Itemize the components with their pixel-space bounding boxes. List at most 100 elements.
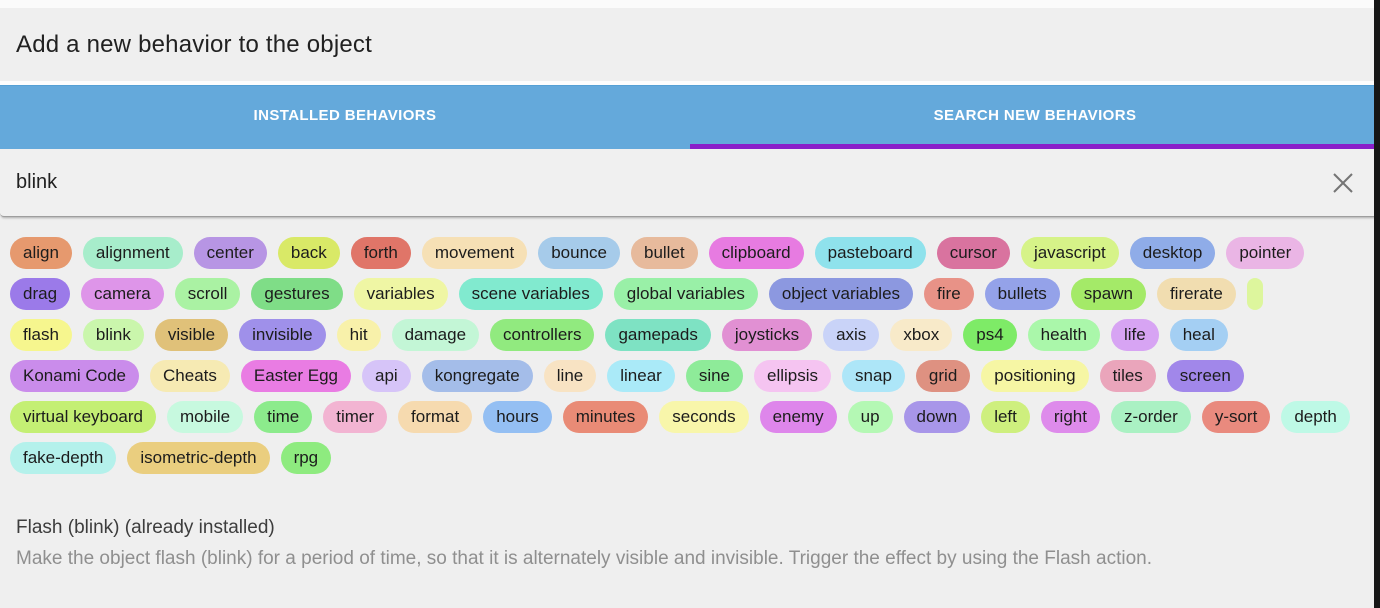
tag-chip-sine[interactable]: sine [685,360,744,392]
tag-chip-depth[interactable]: depth [1281,401,1350,433]
search-bar: blink [0,149,1380,217]
tag-chip-joysticks[interactable]: joysticks [721,319,813,351]
tag-chip-fake-depth[interactable]: fake-depth [10,442,117,474]
tag-chip-bullets[interactable]: bullets [984,278,1060,310]
tag-chip-forth[interactable]: forth [350,237,411,269]
tag-chip-partial[interactable] [1246,278,1263,310]
tag-chip-controllers[interactable]: controllers [490,319,595,351]
tag-chip-format[interactable]: format [398,401,473,433]
tag-chip-left[interactable]: left [981,401,1030,433]
tag-chip-snap[interactable]: snap [842,360,905,392]
tag-row: drag camera scroll gestures variables scene v… [10,278,1380,310]
tag-row: Konami Code Cheats Easter Egg api kongregate… [10,360,1380,392]
tag-chip-center[interactable]: center [193,237,267,269]
behavior-name: Flash (blink) (already installed) [16,517,275,538]
tag-chip-api[interactable]: api [362,360,411,392]
tag-chip-heal[interactable]: heal [1169,319,1228,351]
tag-chip-easter-egg[interactable]: Easter Egg [240,360,351,392]
tag-chip-positioning[interactable]: positioning [981,360,1089,392]
tag-chip-bullet[interactable]: bullet [631,237,698,269]
tag-chip-health[interactable]: health [1027,319,1100,351]
tag-chip-ellipsis[interactable]: ellipsis [754,360,832,392]
tag-chip-back[interactable]: back [277,237,340,269]
tag-chip-line[interactable]: line [543,360,597,392]
tag-chip-screen[interactable]: screen [1166,360,1244,392]
tag-chip-object-variables[interactable]: object variables [768,278,914,310]
tag-chip-minutes[interactable]: minutes [562,401,649,433]
tag-chip-enemy[interactable]: enemy [759,401,837,433]
tag-chip-invisible[interactable]: invisible [239,319,326,351]
window-right-edge [1374,0,1380,608]
tag-chip-clipboard[interactable]: clipboard [708,237,804,269]
tab-label: INSTALLED BEHAVIORS [253,107,437,124]
tag-chip-ps4[interactable]: ps4 [963,319,1017,351]
tag-chip-blink[interactable]: blink [82,319,144,351]
tag-chip-movement[interactable]: movement [421,237,528,269]
tag-chip-drag[interactable]: drag [10,278,71,310]
tag-chip-timer[interactable]: timer [323,401,388,433]
close-icon [1333,172,1353,193]
active-tab-indicator [690,144,1380,149]
tab-search-new-behaviors[interactable]: SEARCH NEW BEHAVIORS [690,86,1380,149]
tag-chip-time[interactable]: time [254,401,313,433]
tag-chip-xbox[interactable]: xbox [890,319,953,351]
tag-row: virtual keyboard mobile time timer format hou… [10,401,1380,433]
tag-chip-pointer[interactable]: pointer [1226,237,1305,269]
tag-chip-z-order[interactable]: z-order [1110,401,1191,433]
dialog-title: Add a new behavior to the object [16,30,372,58]
tag-chip-fire[interactable]: fire [924,278,974,310]
tag-chip-align[interactable]: align [10,237,72,269]
tag-chip-down[interactable]: down [903,401,971,433]
tag-chip-desktop[interactable]: desktop [1129,237,1216,269]
tag-chip-variables[interactable]: variables [353,278,448,310]
tag-chip-life[interactable]: life [1110,319,1159,351]
tag-row: flash blink visible invisible hit damage contr… [10,319,1380,351]
tag-chip-right[interactable]: right [1040,401,1100,433]
tag-chip-axis[interactable]: axis [823,319,880,351]
search-result: Flash (blink) (already installed) Make t… [0,483,1380,570]
header-divider [0,81,1380,85]
tag-chip-camera[interactable]: camera [81,278,164,310]
tag-row: fake-depth isometric-depth rpg [10,442,1380,474]
search-input[interactable]: blink [16,171,58,193]
tag-chip-hit[interactable]: hit [336,319,381,351]
tag-chip-rpg[interactable]: rpg [280,442,332,474]
tag-chip-firerate[interactable]: firerate [1156,278,1236,310]
tag-chip-isometric-depth[interactable]: isometric-depth [127,442,270,474]
tab-installed-behaviors[interactable]: INSTALLED BEHAVIORS [0,86,690,149]
dialog-header: Add a new behavior to the object [0,8,1380,81]
tag-chip-gestures[interactable]: gestures [251,278,343,310]
tag-row: align alignment center back forth movement bou… [10,237,1380,269]
tag-chip-tiles[interactable]: tiles [1099,360,1156,392]
tag-chip-gamepads[interactable]: gamepads [605,319,711,351]
tag-chip-scene-variables[interactable]: scene variables [458,278,603,310]
tag-chip-bounce[interactable]: bounce [538,237,620,269]
tag-chip-javascript[interactable]: javascript [1020,237,1119,269]
tag-chip-cheats[interactable]: Cheats [150,360,230,392]
tag-chip-pasteboard[interactable]: pasteboard [814,237,926,269]
tag-chip-alignment[interactable]: alignment [82,237,183,269]
tag-chip-up[interactable]: up [847,401,893,433]
tag-chip-spawn[interactable]: spawn [1070,278,1146,310]
clear-search-button[interactable] [1330,170,1356,196]
tag-chip-global-variables[interactable]: global variables [613,278,758,310]
tag-chip-visible[interactable]: visible [154,319,229,351]
tag-chip-flash[interactable]: flash [10,319,72,351]
tag-chip-grid[interactable]: grid [915,360,971,392]
tag-chip-mobile[interactable]: mobile [167,401,244,433]
tag-chip-linear[interactable]: linear [607,360,675,392]
tag-chip-hours[interactable]: hours [483,401,552,433]
tag-chip-virtual-keyboard[interactable]: virtual keyboard [10,401,157,433]
tags-list: align alignment center back forth movement bou… [0,217,1380,474]
behavior-description: Make the object flash (blink) for a peri… [16,548,1153,569]
tab-label: SEARCH NEW BEHAVIORS [933,107,1137,124]
tag-chip-y-sort[interactable]: y-sort [1201,401,1271,433]
tag-chip-konami-code[interactable]: Konami Code [10,360,140,392]
tag-chip-seconds[interactable]: seconds [659,401,749,433]
tab-bar: INSTALLED BEHAVIORS SEARCH NEW BEHAVIORS [0,85,1380,149]
tag-chip-cursor[interactable]: cursor [936,237,1010,269]
tag-chip-scroll[interactable]: scroll [174,278,241,310]
tag-chip-kongregate[interactable]: kongregate [421,360,533,392]
tag-chip-damage[interactable]: damage [391,319,480,351]
